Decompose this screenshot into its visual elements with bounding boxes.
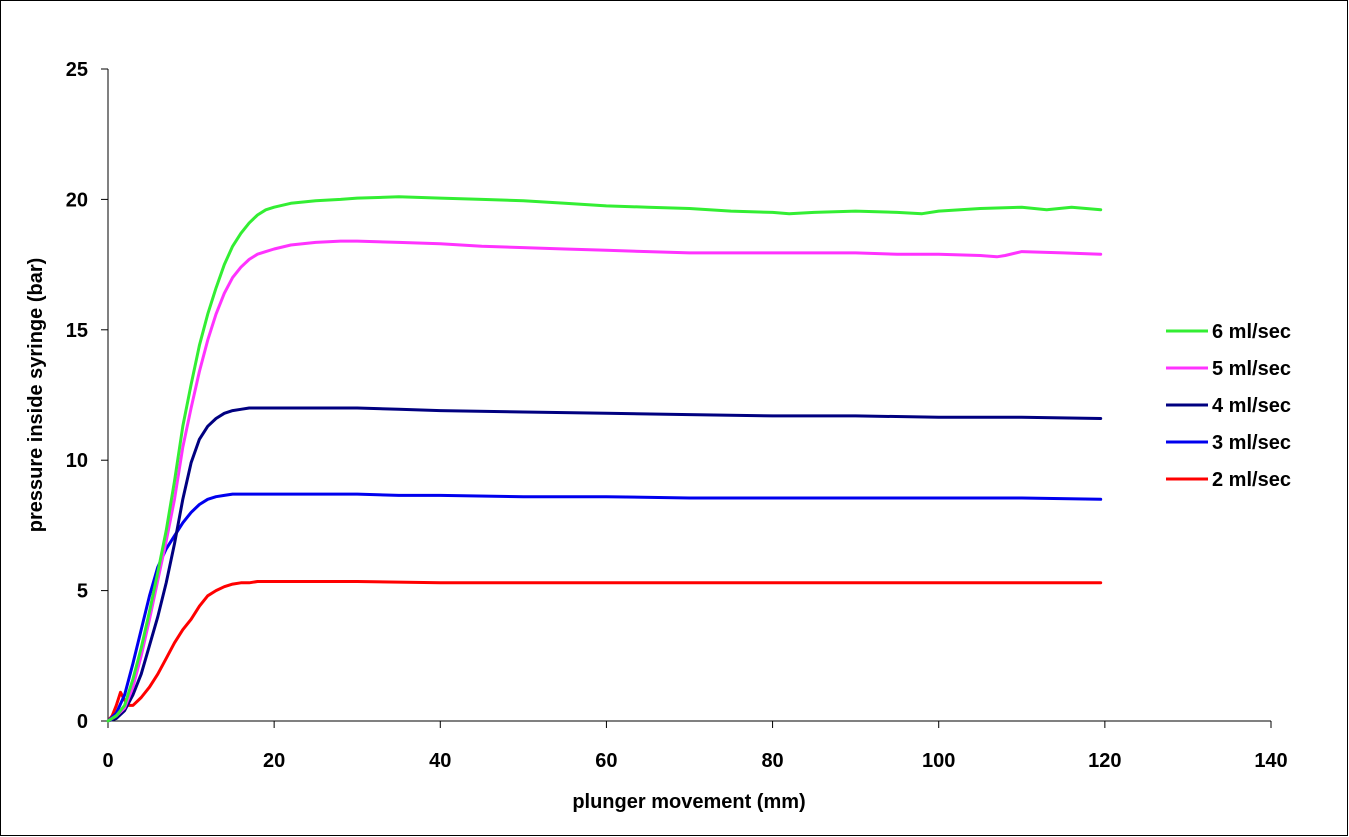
x-tick-label: 0 bbox=[102, 750, 113, 772]
y-tick-label: 5 bbox=[77, 581, 88, 603]
legend-label-2-ml-sec: 2 ml/sec bbox=[1212, 469, 1291, 491]
legend-label-3-ml-sec: 3 ml/sec bbox=[1212, 432, 1291, 454]
series-line-3-ml-sec bbox=[106, 492, 1103, 723]
x-tick-label: 100 bbox=[922, 750, 955, 772]
y-axis-title: pressure inside syringe (bar) bbox=[25, 258, 47, 533]
x-tick-label: 120 bbox=[1088, 750, 1121, 772]
legend: 6 ml/sec 5 ml/sec 4 ml/sec 3 ml/sec 2 ml/sec bbox=[1166, 321, 1291, 491]
x-tick-label: 60 bbox=[595, 750, 617, 772]
x-tick-label: 140 bbox=[1254, 750, 1287, 772]
legend-label-4-ml-sec: 4 ml/sec bbox=[1212, 395, 1291, 417]
x-tick-label: 20 bbox=[263, 750, 285, 772]
y-tick-label: 25 bbox=[66, 59, 88, 81]
y-tick-label: 10 bbox=[66, 450, 88, 472]
legend-label-6-ml-sec: 6 ml/sec bbox=[1212, 321, 1291, 343]
x-tick-label: 80 bbox=[761, 750, 783, 772]
y-tick-label: 20 bbox=[66, 189, 88, 211]
x-tick-label: 40 bbox=[429, 750, 451, 772]
series-line-2-ml-sec bbox=[106, 580, 1103, 723]
series-line-5-ml-sec bbox=[106, 239, 1103, 723]
x-axis-title: plunger movement (mm) bbox=[572, 791, 805, 813]
series-line-6-ml-sec bbox=[106, 195, 1103, 723]
axes: 0 5 10 15 20 25 0 20 40 60 80 100 120 140 bbox=[66, 59, 1288, 772]
series-line-4-ml-sec bbox=[106, 406, 1103, 723]
series-lines bbox=[106, 195, 1103, 723]
y-tick-label: 15 bbox=[66, 320, 88, 342]
legend-label-5-ml-sec: 5 ml/sec bbox=[1212, 358, 1291, 380]
y-tick-label: 0 bbox=[77, 711, 88, 733]
